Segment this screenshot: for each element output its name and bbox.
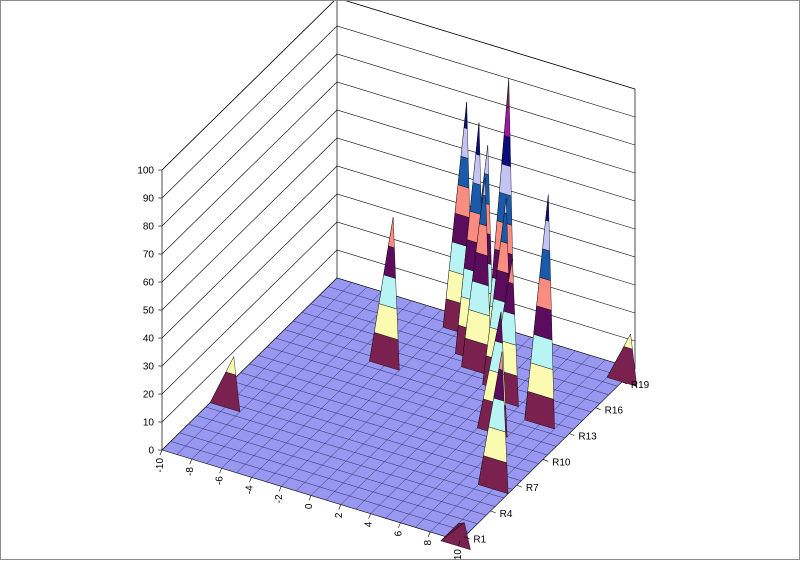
x-tick-label: 4 <box>364 521 375 527</box>
y-tick-label: R10 <box>552 457 571 468</box>
z-tick-label: 20 <box>143 390 155 401</box>
peak <box>607 334 637 386</box>
z-tick-label: 0 <box>148 446 154 457</box>
peak-band <box>499 164 511 196</box>
y-tick <box>569 434 574 436</box>
peak-band <box>461 128 468 159</box>
x-tick <box>190 459 192 464</box>
z-gridline <box>162 138 635 310</box>
x-tick-label: 0 <box>304 503 315 509</box>
x-tick-label: -8 <box>185 467 196 476</box>
peak-band <box>469 281 490 316</box>
peak-band <box>624 334 633 349</box>
peak-band <box>384 246 396 278</box>
peak-band <box>388 217 394 248</box>
y-tick-label: R4 <box>500 509 513 520</box>
peak <box>210 357 240 412</box>
z-tick-label: 100 <box>137 166 154 177</box>
z-tick-label: 90 <box>143 194 155 205</box>
x-tick-label: -6 <box>215 476 226 485</box>
z-gridline <box>162 1 635 170</box>
z-tick-label: 80 <box>143 222 155 233</box>
peak <box>525 195 555 429</box>
x-tick <box>369 514 371 519</box>
peak-band <box>455 185 470 218</box>
y-tick-label: R16 <box>605 406 624 417</box>
z-tick-label: 50 <box>143 306 155 317</box>
z-tick-label: 40 <box>143 334 155 345</box>
x-tick-label: -4 <box>244 485 255 494</box>
z-tick-label: 60 <box>143 278 155 289</box>
x-tick-label: -10 <box>155 458 166 473</box>
z-axis: 0 10 20 30 40 50 60 70 80 90 100 <box>137 166 162 457</box>
peak-band <box>464 102 467 129</box>
peak-band <box>540 249 551 281</box>
x-tick-label: 2 <box>334 512 345 518</box>
peak-band <box>504 107 510 137</box>
z-tick-label: 10 <box>143 418 155 429</box>
x-tick-label: 8 <box>423 539 434 545</box>
x-tick <box>160 450 162 455</box>
z-gridline <box>162 82 635 254</box>
x-tick <box>428 532 430 537</box>
peak-band <box>379 275 397 309</box>
z-gridline <box>162 26 635 198</box>
y-tick-label: R13 <box>578 432 597 443</box>
peak-band <box>546 195 549 222</box>
peak-band <box>226 357 236 375</box>
x-tick <box>220 468 222 473</box>
y-tick-label: R7 <box>526 483 539 494</box>
y-tick <box>491 511 496 513</box>
x-tick <box>249 477 251 482</box>
y-tick <box>517 485 522 487</box>
peak-band <box>502 136 511 167</box>
peak-band <box>473 154 481 185</box>
peak-band <box>476 126 480 156</box>
x-tick <box>279 486 281 491</box>
peak-band <box>458 156 469 188</box>
x-tick <box>339 505 341 510</box>
peak-band <box>543 220 550 251</box>
x-tick-label: 10 <box>453 549 464 559</box>
x-tick-label: -2 <box>274 494 285 503</box>
z-tick-label: 70 <box>143 250 155 261</box>
peak-band <box>470 183 481 215</box>
x-tick <box>398 523 400 528</box>
peak-band <box>537 277 552 310</box>
z-tick-label: 30 <box>143 362 155 373</box>
y-tick <box>596 408 601 410</box>
y-tick <box>543 459 548 461</box>
x-tick-label: 6 <box>393 530 404 536</box>
peak-band <box>484 145 488 175</box>
z-gridline <box>162 110 635 282</box>
y-tick-label: R19 <box>631 380 650 391</box>
y-tick-label: R1 <box>473 535 486 546</box>
peak-band <box>507 79 510 108</box>
z-gridline <box>162 54 635 226</box>
x-tick <box>309 496 311 501</box>
peak-band <box>534 306 552 340</box>
